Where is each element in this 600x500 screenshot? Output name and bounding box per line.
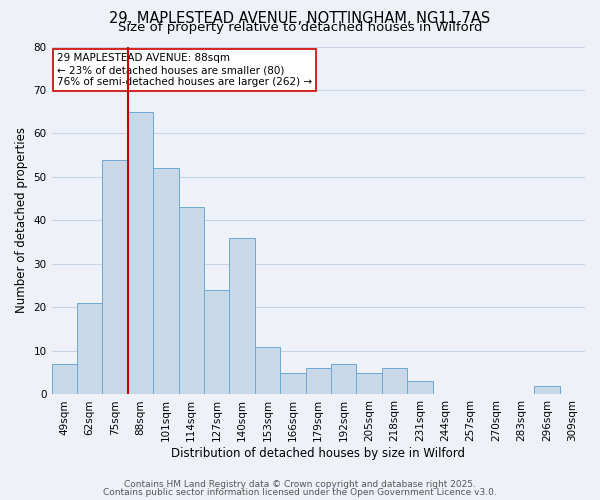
X-axis label: Distribution of detached houses by size in Wilford: Distribution of detached houses by size … <box>171 447 465 460</box>
Y-axis label: Number of detached properties: Number of detached properties <box>15 128 28 314</box>
Text: 29, MAPLESTEAD AVENUE, NOTTINGHAM, NG11 7AS: 29, MAPLESTEAD AVENUE, NOTTINGHAM, NG11 … <box>109 11 491 26</box>
Text: Contains public sector information licensed under the Open Government Licence v3: Contains public sector information licen… <box>103 488 497 497</box>
Bar <box>280 372 305 394</box>
Bar <box>305 368 331 394</box>
Bar <box>52 364 77 394</box>
Bar <box>153 168 179 394</box>
Bar <box>407 382 433 394</box>
Bar <box>331 364 356 394</box>
Bar <box>534 386 560 394</box>
Bar <box>356 372 382 394</box>
Bar <box>179 208 204 394</box>
Bar <box>103 160 128 394</box>
Text: Contains HM Land Registry data © Crown copyright and database right 2025.: Contains HM Land Registry data © Crown c… <box>124 480 476 489</box>
Bar <box>255 346 280 395</box>
Bar <box>382 368 407 394</box>
Text: Size of property relative to detached houses in Wilford: Size of property relative to detached ho… <box>118 21 482 34</box>
Bar <box>128 112 153 395</box>
Bar <box>204 290 229 395</box>
Text: 29 MAPLESTEAD AVENUE: 88sqm
← 23% of detached houses are smaller (80)
76% of sem: 29 MAPLESTEAD AVENUE: 88sqm ← 23% of det… <box>57 54 312 86</box>
Bar <box>77 303 103 394</box>
Bar <box>229 238 255 394</box>
